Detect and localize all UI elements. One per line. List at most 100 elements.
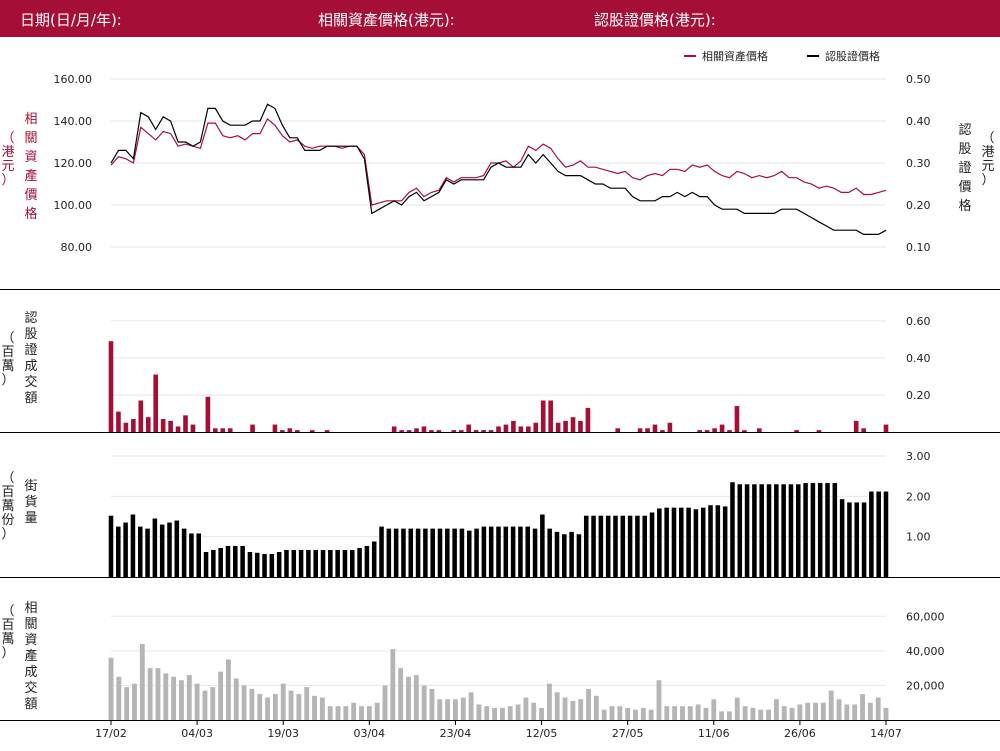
asset-turnover-bar	[390, 649, 396, 720]
outstanding-quantity-bar	[569, 531, 574, 577]
warrant-price-label: 認股證價格(港元):	[594, 11, 716, 29]
asset-turnover-bar	[374, 702, 380, 720]
y-axis-unit: 百	[1, 485, 14, 500]
outstanding-quantity-bar	[218, 547, 223, 577]
warrant-turnover-bar	[324, 430, 330, 432]
asset-turnover-bar	[249, 688, 255, 720]
warrant-turnover-bar	[131, 419, 136, 432]
asset-turnover-bar	[108, 657, 114, 720]
outstanding-quantity-bar	[839, 499, 845, 577]
asset-turnover-bar	[351, 702, 357, 720]
asset-turnover-bar	[828, 690, 834, 720]
outstanding-quantity-bar	[108, 515, 114, 577]
outstanding-quantity-bar	[459, 528, 465, 577]
asset-turnover-bar	[312, 695, 317, 720]
outstanding-quantity-bar	[635, 515, 640, 577]
outstanding-quantity-bar	[525, 526, 531, 577]
y-left-axis-label: 價	[24, 188, 37, 203]
warrant-turnover-bar	[272, 424, 278, 432]
y-axis-unit: 萬	[1, 499, 14, 514]
warrant-turnover-bar	[570, 417, 576, 432]
y-axis-unit: （	[1, 471, 14, 486]
asset-turnover-bar	[805, 702, 811, 720]
header-bar: 日期(日/月/年): 相關資產價格(港元): 認股證價格(港元):	[0, 0, 1000, 37]
warrant-turnover-bar	[883, 424, 889, 432]
outstanding-quantity-bar	[320, 549, 326, 577]
warrant-turnover-bar	[220, 428, 226, 432]
outstanding-quantity-bar	[510, 526, 516, 577]
asset-turnover-bar	[593, 695, 599, 720]
warrant-turnover-bar	[414, 428, 419, 432]
y-left-tick-label: 80.00	[61, 241, 93, 254]
x-tick-label: 19/03	[267, 727, 299, 740]
asset-turnover-bar	[319, 697, 325, 720]
y-right-tick-label: 0.50	[906, 73, 931, 86]
x-tick-label: 14/07	[870, 727, 902, 740]
warrant-turnover-bar	[123, 422, 129, 432]
asset-turnover-bar	[460, 697, 466, 720]
asset-turnover-bar	[625, 707, 631, 720]
outstanding-quantity-bar	[452, 528, 457, 577]
asset-turnover-bar	[163, 673, 169, 720]
outstanding-quantity-bar	[861, 502, 867, 577]
warrant-turnover-bar	[548, 400, 553, 432]
y-axis-unit: 百	[1, 618, 14, 633]
y-axis-unit: ）	[1, 373, 14, 388]
warrant-turnover-bar	[213, 428, 218, 432]
warrant-turnover-bar	[637, 428, 643, 432]
outstanding-quantity-bar	[306, 549, 311, 577]
y-tick-label: 0.60	[906, 315, 931, 328]
asset-turnover-bar	[484, 706, 490, 720]
outstanding-quantity-bar	[269, 554, 275, 577]
asset-turnover-bar	[758, 709, 764, 720]
y-axis-unit: 百	[1, 345, 14, 360]
asset-turnover-bar	[304, 687, 310, 720]
outstanding-quantity-bar	[298, 549, 304, 577]
y-axis-unit: （	[1, 604, 14, 619]
outstanding-quantity-bar	[788, 484, 794, 577]
asset-turnover-bar	[257, 694, 263, 720]
y-axis-label: 量	[24, 511, 37, 526]
y-right-axis-unit: ）	[981, 173, 994, 188]
asset-turnover-bar	[875, 697, 881, 720]
asset-turnover-bar	[860, 694, 865, 720]
y-axis-label: 關	[24, 617, 37, 632]
warrant-turnover-bar	[183, 415, 188, 432]
outstanding-quantity-bar	[759, 484, 764, 577]
warrant-turnover-bar	[503, 424, 509, 432]
warrant-turnover-bar	[436, 430, 442, 432]
outstanding-quantity-bar	[766, 484, 772, 577]
warrant-turnover-bar	[757, 428, 762, 432]
asset-turnover-bar	[664, 706, 670, 720]
warrant-turnover-bar	[451, 430, 457, 432]
outstanding-quantity-bar	[847, 502, 852, 577]
outstanding-quantity-bar	[350, 549, 355, 577]
asset-turnover-bar	[202, 690, 208, 720]
asset-turnover-bar	[233, 678, 239, 720]
warrant-turnover-bar	[294, 430, 300, 432]
outstanding-quantity-bar	[518, 526, 523, 577]
outstanding-quantity-bar	[532, 528, 538, 577]
asset-turnover-bar	[413, 675, 419, 720]
y-tick-label: 40,000	[906, 645, 945, 658]
outstanding-quantity-bar	[708, 505, 713, 577]
x-tick-label: 11/06	[698, 727, 730, 740]
y-axis-label: 資	[24, 633, 37, 648]
asset-turnover-bar	[272, 694, 278, 720]
warrant-turnover-bar	[168, 420, 173, 432]
asset-turnover-bar	[648, 709, 654, 720]
outstanding-quantity-bar	[364, 545, 370, 577]
asset-turnover-bar	[124, 687, 130, 720]
y-axis-label: 股	[24, 327, 37, 342]
asset-turnover-bar	[820, 702, 826, 720]
outstanding-quantity-bar	[803, 483, 808, 577]
outstanding-quantity-bar	[233, 545, 238, 577]
y-right-axis-label: 認	[958, 122, 971, 138]
asset-turnover-bar	[586, 688, 591, 720]
asset-turnover-bar	[546, 683, 552, 720]
asset-turnover-bar	[359, 706, 364, 720]
outstanding-quantity-bar	[774, 484, 779, 577]
asset-turnover-bar	[179, 680, 184, 720]
y-axis-label: 交	[24, 374, 37, 390]
warrant-turnover-bar	[660, 430, 665, 432]
